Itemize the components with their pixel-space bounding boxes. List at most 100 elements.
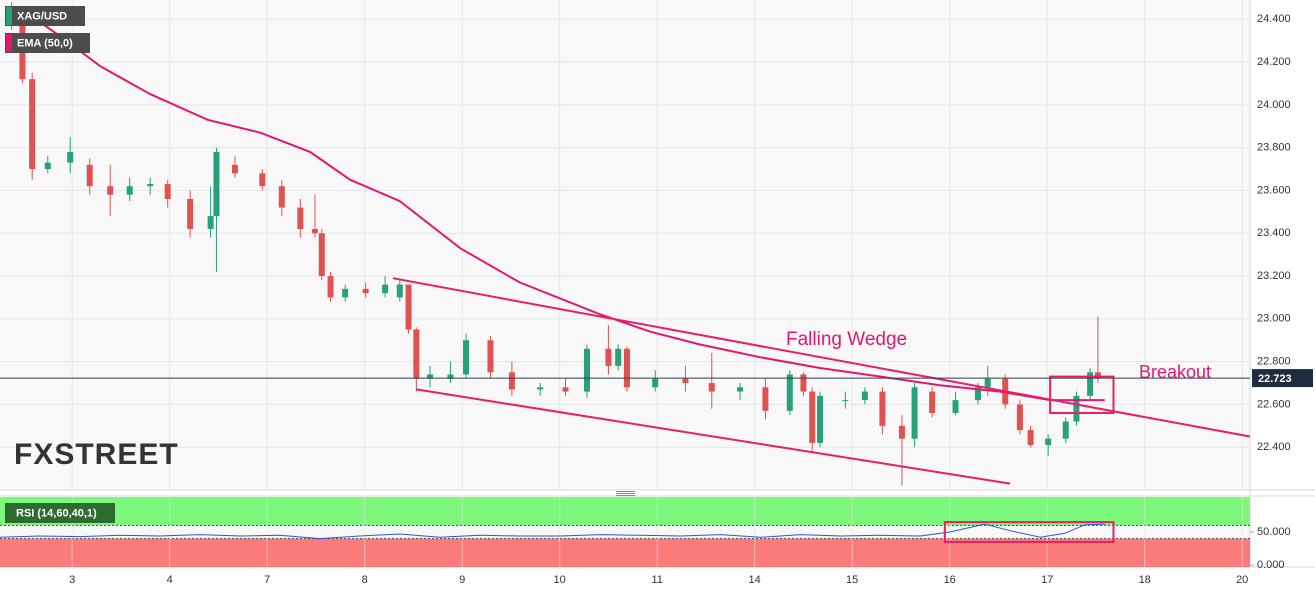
x-tick-label: 20	[1236, 574, 1248, 586]
rsi-line	[0, 523, 1105, 540]
candle-body	[396, 284, 403, 298]
candle-body	[786, 374, 793, 411]
candle-body	[952, 400, 959, 413]
trendline	[416, 388, 1011, 485]
x-tick-label: 10	[554, 574, 566, 586]
legend-label: RSI (14,60,40,1)	[16, 507, 97, 519]
legend-label: EMA (50,0)	[17, 37, 73, 49]
trendline	[392, 277, 1251, 438]
candle-body	[537, 387, 544, 390]
candle-body	[86, 164, 93, 187]
candle-body	[278, 186, 285, 208]
x-tick-label: 9	[459, 574, 465, 586]
x-tick-label: 8	[362, 574, 368, 586]
candle-body	[487, 340, 494, 373]
y-tick-label: 50.000	[1257, 526, 1291, 538]
candle-body	[447, 374, 454, 379]
highlight-box	[1049, 375, 1115, 414]
candle-body	[342, 288, 349, 298]
candle-body	[842, 400, 849, 402]
candle-body	[413, 329, 420, 379]
y-tick-label: 23.000	[1257, 313, 1291, 325]
x-tick-label: 7	[264, 574, 270, 586]
ema-line	[19, 7, 1105, 402]
candle-body	[147, 184, 154, 187]
x-tick-label: 16	[944, 574, 956, 586]
candle-body	[605, 348, 612, 366]
rsi-upper-zone	[0, 497, 1250, 526]
annotation: Falling Wedge	[786, 329, 907, 350]
candle-body	[1094, 372, 1101, 379]
legend-swatch	[6, 7, 12, 25]
candle-body	[708, 383, 715, 392]
candle-body	[583, 348, 590, 392]
candle-body	[817, 395, 824, 443]
last-price-label: 22.723	[1258, 373, 1292, 385]
y-tick-label: 23.200	[1257, 270, 1291, 282]
x-tick-label: 18	[1139, 574, 1151, 586]
rsi-lower-zone	[0, 538, 1250, 567]
legend-swatch	[6, 34, 12, 52]
candle-body	[861, 391, 868, 401]
candle-body	[1045, 438, 1052, 446]
candle-body	[362, 288, 369, 294]
candle-body	[762, 387, 769, 411]
legend-box	[5, 503, 115, 523]
x-tick-label: 14	[749, 574, 761, 586]
candle-body	[67, 151, 74, 163]
candle-body	[207, 216, 214, 229]
candle-body	[911, 387, 918, 439]
candle-body	[898, 425, 905, 439]
candle-body	[259, 173, 266, 187]
candle-body	[1073, 395, 1080, 422]
highlight-box	[943, 521, 1115, 543]
candle-body	[327, 276, 334, 298]
annotation: Breakout	[1139, 362, 1211, 382]
x-tick-label: 15	[846, 574, 858, 586]
candle-body	[29, 79, 36, 170]
candle-body	[405, 284, 412, 330]
candle-body	[800, 374, 807, 392]
legend-label: XAG/USD	[17, 10, 67, 22]
y-tick-label: 22.600	[1257, 398, 1291, 410]
y-tick-label: 22.800	[1257, 356, 1291, 368]
candle-body	[318, 233, 325, 277]
candle-body	[126, 186, 133, 195]
y-tick-label: 24.200	[1257, 56, 1291, 68]
x-tick-label: 4	[167, 574, 173, 586]
x-tick-label: 3	[69, 574, 75, 586]
y-tick-label: 24.000	[1257, 99, 1291, 111]
y-tick-label: 0.000	[1257, 559, 1285, 571]
candle-body	[107, 186, 114, 195]
y-tick-label: 22.400	[1257, 441, 1291, 453]
candle-body	[311, 228, 318, 234]
x-tick-label: 11	[651, 574, 662, 586]
y-tick-label: 23.400	[1257, 227, 1291, 239]
candle-body	[879, 391, 886, 426]
candle-body	[187, 198, 194, 229]
candle-body	[652, 378, 659, 388]
candle-body	[44, 162, 51, 170]
candle-body	[562, 387, 569, 392]
candle-body	[231, 164, 238, 174]
y-tick-label: 23.600	[1257, 184, 1291, 196]
candle-body	[164, 184, 171, 199]
candle-body	[426, 374, 433, 379]
drag-handle[interactable]	[616, 491, 635, 496]
candle-body	[1062, 421, 1069, 439]
legend-box	[5, 6, 85, 26]
y-tick-label: 23.800	[1257, 142, 1291, 154]
y-tick-label: 24.400	[1257, 13, 1291, 25]
last-price-tag	[1252, 369, 1313, 388]
candle-body	[809, 391, 816, 443]
candle-body	[984, 378, 991, 388]
candle-body	[508, 372, 515, 390]
candle-body	[1027, 430, 1034, 446]
candle-body	[623, 348, 630, 388]
candle-body	[382, 284, 389, 294]
candle-body	[615, 348, 622, 366]
candle-body	[1087, 372, 1094, 396]
candle-body	[463, 340, 470, 375]
